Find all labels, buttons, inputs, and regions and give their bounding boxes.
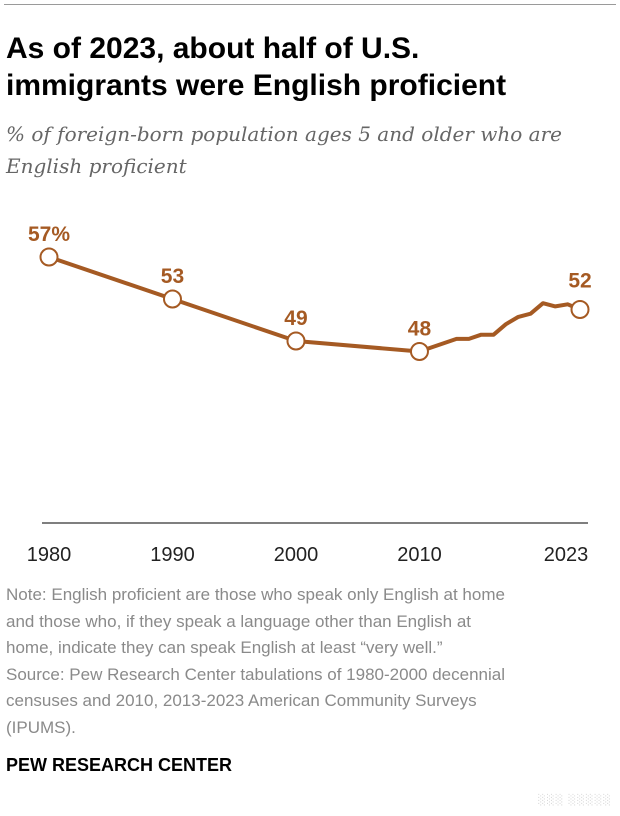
chart-subtitle-line-1: % of foreign-born population ages 5 and …: [6, 122, 562, 146]
note-line-3: home, indicate they can speak English at…: [6, 638, 443, 657]
x-axis: 1980 1990 2000 2010 2023: [27, 522, 589, 566]
x-tick-label: 1990: [150, 544, 195, 566]
source-line-2: censuses and 2010, 2013-2023 American Co…: [6, 691, 477, 710]
data-labels: 57% 53 49 48 52: [28, 223, 592, 341]
data-label: 53: [161, 265, 184, 288]
x-tick-label: 2000: [274, 544, 319, 566]
note-line-2: and those who, if they speak a language …: [6, 611, 471, 631]
footer-brand: PEW RESEARCH CENTER: [6, 755, 233, 775]
source-line-3: (IPUMS).: [6, 717, 76, 737]
series-line-group: [47, 255, 582, 354]
source-line-1: Source: Pew Research Center tabulations …: [6, 664, 505, 684]
data-point-marker: [570, 300, 590, 319]
data-point-marker: [286, 331, 306, 351]
top-rule: [4, 4, 616, 5]
data-label: 52: [568, 270, 591, 293]
chart-note: Note: English proficient are those who s…: [6, 582, 606, 741]
data-label: 48: [408, 318, 432, 341]
chart-subtitle-line-2: English proficient: [6, 154, 187, 178]
x-tick-label: 1980: [27, 544, 72, 566]
data-point-marker: [39, 247, 59, 267]
x-tick-label: 2023: [544, 544, 589, 566]
data-label: 57%: [28, 223, 70, 246]
chart-title-line-1: As of 2023, about half of U.S.: [6, 32, 420, 65]
series-line: [47, 255, 582, 354]
data-markers: [39, 247, 590, 361]
data-point-marker: [162, 289, 182, 309]
note-line-1: Note: English proficient are those who s…: [6, 585, 505, 604]
chart-title-line-2: immigrants were English proficient: [6, 69, 507, 102]
watermark: ░░░ ░░░░░: [538, 795, 612, 806]
data-point-marker: [409, 342, 429, 361]
x-tick-label: 2010: [397, 544, 442, 566]
data-label: 49: [284, 307, 307, 330]
chart-title: As of 2023, about half of U.S. immigrant…: [6, 30, 606, 104]
chart-subtitle: % of foreign-born population ages 5 and …: [6, 118, 606, 182]
